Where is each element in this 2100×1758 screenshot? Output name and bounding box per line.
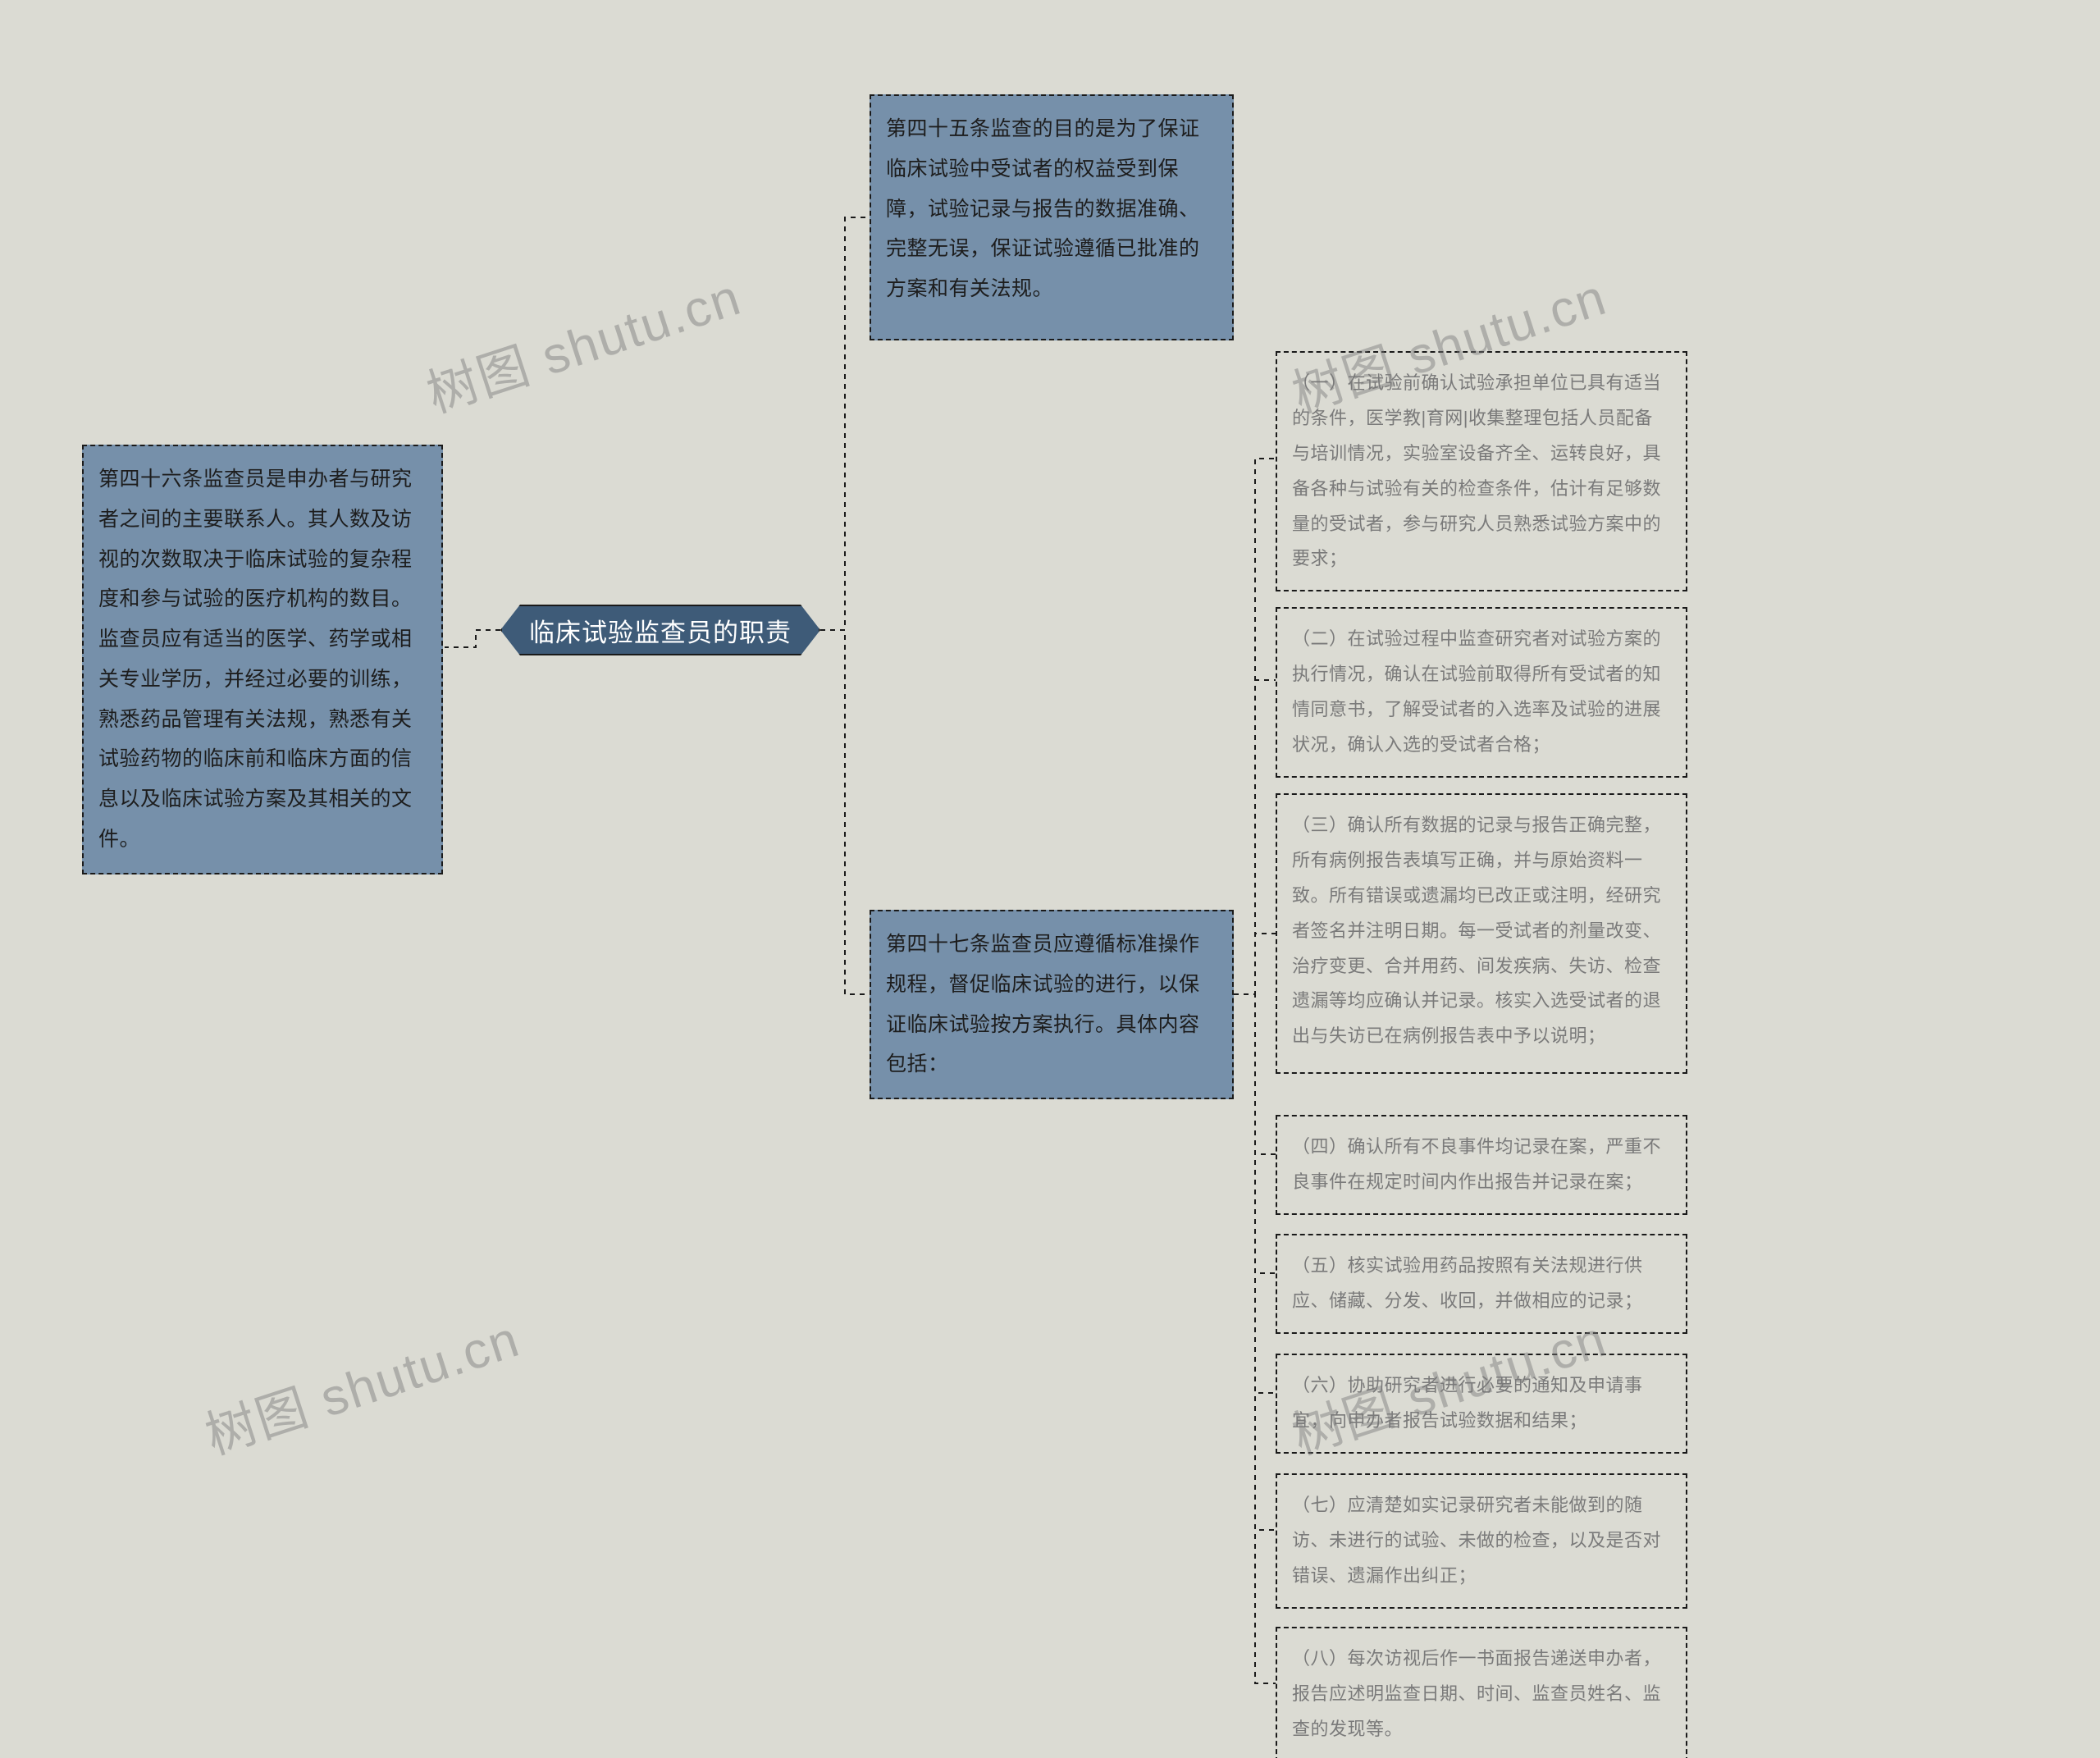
left-branch-node[interactable]: 第四十六条监查员是申办者与研究者之间的主要联系人。其人数及访视的次数取决于临床试… [82,445,443,874]
watermark: 树图 shutu.cn [194,1298,527,1468]
leaf-item-5[interactable]: （五）核实试验用药品按照有关法规进行供应、储藏、分发、收回，并做相应的记录； [1276,1234,1687,1334]
right-branch-45[interactable]: 第四十五条监查的目的是为了保证临床试验中受试者的权益受到保障，试验记录与报告的数… [870,94,1234,340]
leaf-item-2[interactable]: （二）在试验过程中监查研究者对试验方案的执行情况，确认在试验前取得所有受试者的知… [1276,607,1687,778]
leaf-item-6[interactable]: （六）协助研究者进行必要的通知及申请事宜，向申办者报告试验数据和结果； [1276,1354,1687,1454]
watermark: 树图 shutu.cn [416,256,749,427]
leaf-item-4[interactable]: （四）确认所有不良事件均记录在案，严重不良事件在规定时间内作出报告并记录在案； [1276,1115,1687,1215]
root-node[interactable]: 临床试验监查员的职责 [500,605,820,655]
right-branch-47[interactable]: 第四十七条监查员应遵循标准操作规程，督促临床试验的进行，以保证临床试验按方案执行… [870,910,1234,1099]
leaf-item-8[interactable]: （八）每次访视后作一书面报告递送申办者，报告应述明监查日期、时间、监查员姓名、监… [1276,1627,1687,1758]
leaf-item-1[interactable]: （一）在试验前确认试验承担单位已具有适当的条件，医学教|育网|收集整理包括人员配… [1276,351,1687,591]
leaf-item-7[interactable]: （七）应清楚如实记录研究者未能做到的随访、未进行的试验、未做的检查，以及是否对错… [1276,1473,1687,1609]
leaf-item-3[interactable]: （三）确认所有数据的记录与报告正确完整，所有病例报告表填写正确，并与原始资料一致… [1276,793,1687,1074]
